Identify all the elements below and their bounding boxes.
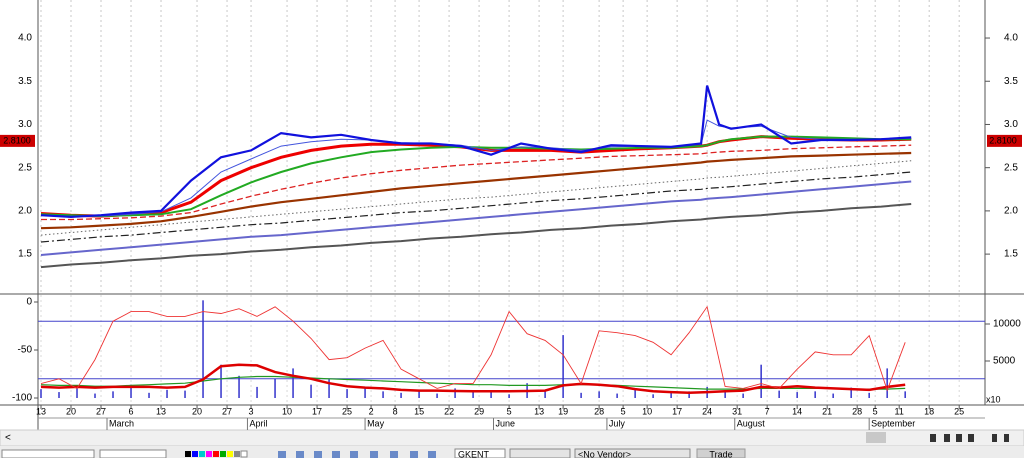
x-tick-label: 14 xyxy=(792,406,802,416)
x-tick-label: 20 xyxy=(192,406,202,416)
vendor-dropdown[interactable] xyxy=(574,448,691,458)
x-tick-label: 21 xyxy=(822,406,832,416)
x-tick-label: 17 xyxy=(672,406,682,416)
y-tick-label: 0 xyxy=(26,297,32,308)
x-tick-label: 13 xyxy=(534,406,544,416)
x-tick-label: 15 xyxy=(414,406,424,416)
y-tick-label: 4.0 xyxy=(18,33,32,44)
x-tick-label: 27 xyxy=(222,406,232,416)
x-tick-label: 28 xyxy=(852,406,862,416)
y-tick-label: -50 xyxy=(18,345,33,356)
month-label: September xyxy=(871,418,915,428)
x-tick-label: 19 xyxy=(558,406,568,416)
y2-tick-label: 5000 xyxy=(993,356,1016,367)
x-tick-label: 5 xyxy=(507,406,512,416)
month-label: March xyxy=(109,418,134,428)
month-label: May xyxy=(367,418,385,428)
last-price-box xyxy=(987,134,1022,147)
x-tick-label: 11 xyxy=(895,406,904,416)
last-price-box xyxy=(0,134,35,147)
x-tick-label: 8 xyxy=(393,406,398,416)
x-tick-label: 29 xyxy=(474,406,484,416)
y2-tick-label: 2.5 xyxy=(1004,162,1018,173)
x-tick-label: 10 xyxy=(282,406,292,416)
dropdown[interactable] xyxy=(99,449,167,458)
series-line xyxy=(40,135,912,218)
x-tick-label: 22 xyxy=(444,406,454,416)
month-label: August xyxy=(737,418,766,428)
nav-icons[interactable] xyxy=(930,434,1009,442)
x-tick-label: 28 xyxy=(594,406,604,416)
x-tick-label: 5 xyxy=(873,406,878,416)
y-tick-label: 2.5 xyxy=(18,162,32,173)
series-line xyxy=(40,180,912,256)
x-tick-label: 17 xyxy=(312,406,322,416)
x-tick-label: 7 xyxy=(765,406,770,416)
x-tick-label: 27 xyxy=(96,406,106,416)
last-price-label: 2.8100 xyxy=(3,135,31,145)
y-tick-label: 3.0 xyxy=(18,119,32,130)
x-tick-label: 20 xyxy=(66,406,76,416)
series-line xyxy=(41,144,912,221)
x-tick-label: 5 xyxy=(621,406,626,416)
x-tick-label: 3 xyxy=(249,406,254,416)
y2-tick-label: 10000 xyxy=(993,319,1021,330)
y-tick-label: 3.5 xyxy=(18,76,32,87)
series-line xyxy=(40,305,906,392)
y2-tick-label: 4.0 xyxy=(1004,33,1018,44)
month-label: April xyxy=(249,418,267,428)
month-label: July xyxy=(609,418,626,428)
x-tick-label: 24 xyxy=(702,406,712,416)
y2-tick-label: 3.0 xyxy=(1004,119,1018,130)
scroll-left[interactable]: < xyxy=(5,433,11,444)
series-line xyxy=(40,363,906,395)
y2-tick-label: 3.5 xyxy=(1004,76,1018,87)
y-tick-label: -100 xyxy=(12,393,32,404)
symbol-box[interactable] xyxy=(454,448,506,458)
x-tick-label: 18 xyxy=(924,406,934,416)
trade-label: Trade xyxy=(709,449,732,458)
x-tick-label: 10 xyxy=(642,406,652,416)
x-tick-label: 31 xyxy=(732,406,742,416)
y-tick-label: 1.5 xyxy=(18,249,32,260)
dropdown[interactable] xyxy=(509,448,571,458)
x-tick-label: 13 xyxy=(156,406,166,416)
month-label: June xyxy=(495,418,515,428)
color-palette[interactable] xyxy=(185,450,248,458)
last-price-label: 2.8100 xyxy=(989,135,1017,145)
tool-icons[interactable] xyxy=(278,451,436,458)
y-tick-label: 2.0 xyxy=(18,206,32,217)
scroll-thumb[interactable] xyxy=(866,432,886,443)
trade-button[interactable] xyxy=(696,448,746,458)
dropdown[interactable] xyxy=(1,449,95,458)
y2-tick-label: 1.5 xyxy=(1004,249,1018,260)
x-tick-label: 13 xyxy=(36,406,46,416)
x-tick-label: 6 xyxy=(129,406,134,416)
series-line xyxy=(40,151,912,230)
x-tick-label: 25 xyxy=(954,406,964,416)
x-tick-label: 2 xyxy=(369,406,374,416)
vendor: <No Vendor> xyxy=(578,449,631,458)
y2-tick-label: 2.0 xyxy=(1004,206,1018,217)
series-line xyxy=(40,85,912,219)
x-tick-label: 25 xyxy=(342,406,352,416)
series-line xyxy=(40,203,912,269)
y2-multiplier: x10 xyxy=(986,394,1001,404)
series-line xyxy=(40,171,912,243)
symbol: GKENT xyxy=(458,449,490,458)
series-line xyxy=(40,375,906,390)
